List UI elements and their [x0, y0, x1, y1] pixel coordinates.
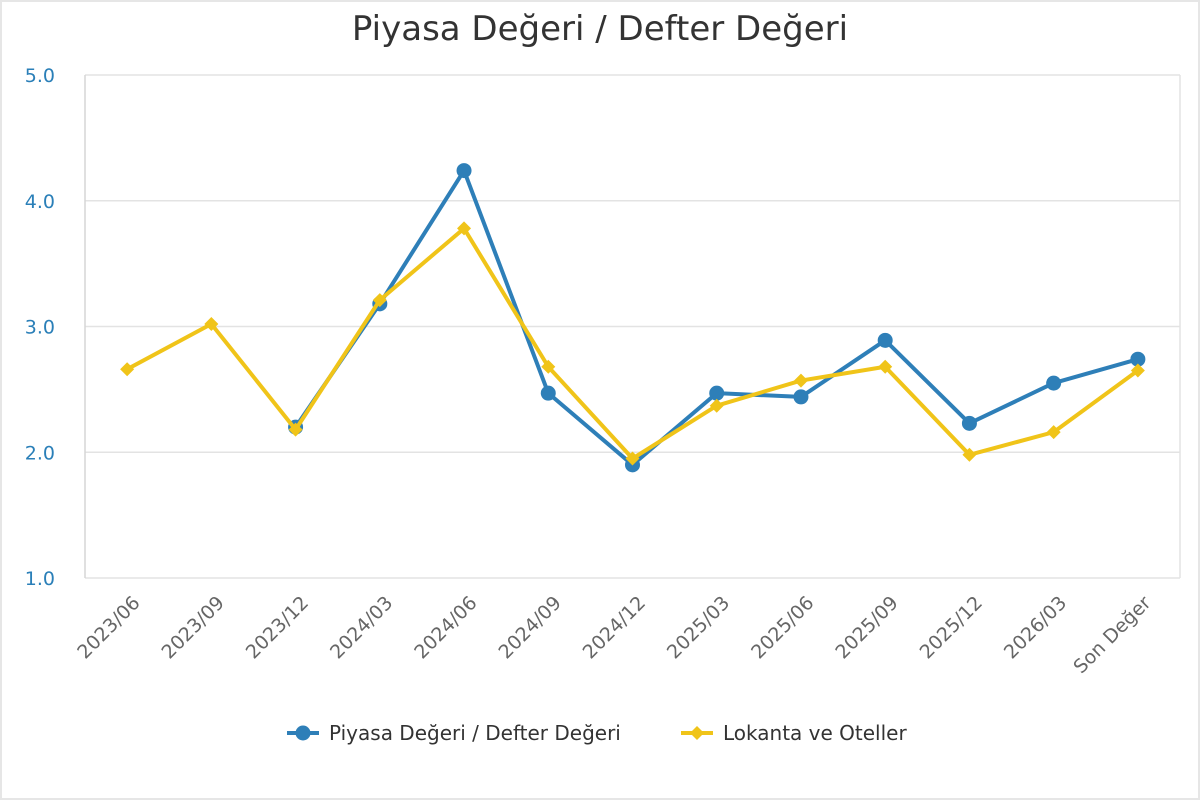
data-point[interactable]	[1130, 351, 1146, 367]
legend-marker	[690, 726, 704, 740]
series-layer	[120, 163, 1146, 473]
legend-marker	[295, 725, 311, 741]
data-point[interactable]	[541, 359, 556, 374]
data-point[interactable]	[204, 316, 219, 331]
series-line	[126, 226, 1140, 461]
series-1	[288, 163, 1146, 473]
x-axis-ticks: 2023/06 2023/09 2023/12 2024/03 2024/06 2024/…	[73, 592, 1155, 678]
x-tick-label: 2024/06	[410, 592, 481, 663]
y-tick-label: 3.0	[25, 317, 55, 339]
data-point[interactable]	[120, 362, 135, 377]
data-point[interactable]	[288, 422, 303, 437]
data-point[interactable]	[878, 359, 893, 374]
data-point[interactable]	[1046, 425, 1061, 440]
data-point[interactable]	[961, 415, 977, 431]
data-point[interactable]	[1130, 363, 1145, 378]
x-tick-label: 2024/03	[326, 592, 397, 663]
y-tick-label: 1.0	[25, 568, 55, 590]
x-tick-label: 2025/03	[663, 592, 734, 663]
legend-label: Piyasa Değeri / Defter Değeri	[329, 721, 621, 745]
y-tick-label: 4.0	[25, 191, 55, 213]
data-point[interactable]	[540, 385, 556, 401]
x-tick-label: 2025/06	[747, 592, 818, 663]
legend[interactable]: Piyasa Değeri / Defter Değeri Lokanta ve …	[287, 721, 907, 745]
data-point[interactable]	[625, 451, 640, 466]
x-tick-label: 2023/06	[73, 592, 144, 663]
x-tick-label: 2023/09	[158, 592, 229, 663]
series-2	[120, 221, 1145, 466]
series-line	[293, 168, 1139, 467]
legend-item[interactable]: Lokanta ve Oteller	[681, 721, 907, 745]
data-point[interactable]	[793, 389, 809, 405]
data-point[interactable]	[962, 447, 977, 462]
x-tick-label: 2024/09	[494, 592, 565, 663]
data-point[interactable]	[456, 163, 472, 179]
x-tick-label: 2026/03	[1000, 592, 1071, 663]
grid	[84, 74, 1181, 579]
x-tick-label: 2025/12	[916, 592, 987, 663]
data-point[interactable]	[372, 293, 387, 308]
x-tick-label: 2024/12	[579, 592, 650, 663]
data-point[interactable]	[709, 385, 725, 401]
legend-label: Lokanta ve Oteller	[723, 721, 907, 745]
data-point[interactable]	[457, 221, 472, 236]
y-tick-label: 2.0	[25, 442, 55, 464]
data-point[interactable]	[877, 332, 893, 348]
x-tick-label: 2023/12	[242, 592, 313, 663]
y-axis-ticks: 1.0 2.0 3.0 4.0 5.0	[25, 65, 55, 590]
legend-item[interactable]: Piyasa Değeri / Defter Değeri	[287, 721, 621, 745]
data-point[interactable]	[709, 398, 724, 413]
y-tick-label: 5.0	[25, 65, 55, 87]
data-point[interactable]	[793, 373, 808, 388]
x-tick-label: Son Değer	[1069, 592, 1155, 678]
data-point[interactable]	[1046, 375, 1062, 391]
chart-title: Piyasa Değeri / Defter Değeri	[352, 9, 848, 49]
x-tick-label: 2025/09	[831, 592, 902, 663]
